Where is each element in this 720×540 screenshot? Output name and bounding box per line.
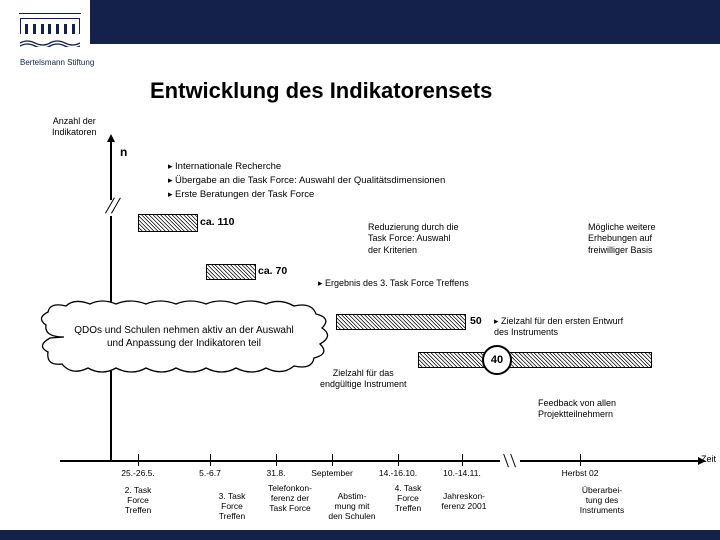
timeline-event: Abstim-mung mitden Schulen bbox=[328, 492, 375, 521]
timeline-tick bbox=[276, 454, 277, 466]
timeline-event: Jahreskon-ferenz 2001 bbox=[442, 492, 487, 512]
bullet-item: Übergabe an die Task Force: Auswahl der … bbox=[168, 174, 445, 188]
timeline-date: 5.-6.7 bbox=[199, 468, 221, 478]
timeline-tick bbox=[210, 454, 211, 466]
circle-40: 40 bbox=[482, 345, 512, 375]
axis-break-icon bbox=[101, 200, 121, 216]
timeline-tick bbox=[398, 454, 399, 466]
bar-70-label: ca. 70 bbox=[258, 265, 287, 277]
timeline-date: 31.8. bbox=[267, 468, 286, 478]
timeline-tick bbox=[580, 454, 581, 466]
note-feedback: Feedback von allenProjektteilnehmern bbox=[538, 398, 616, 420]
timeline-event: Überarbei-tung desInstruments bbox=[580, 486, 624, 515]
axis-break-icon bbox=[500, 452, 520, 470]
note-endgueltig: Zielzahl für dasendgültige Instrument bbox=[320, 368, 407, 390]
n-label: n bbox=[120, 145, 127, 159]
cloud-callout: QDOs und Schulen nehmen aktiv an der Aus… bbox=[34, 300, 334, 374]
timeline-tick bbox=[332, 454, 333, 466]
bar-110-label: ca. 110 bbox=[200, 216, 234, 228]
bar-110 bbox=[138, 214, 198, 232]
bullet-list: Internationale Recherche Übergabe an die… bbox=[168, 160, 445, 201]
x-axis-label: Zeit bbox=[701, 454, 716, 464]
brand-logo: Bertelsmann Stiftung bbox=[20, 18, 84, 67]
timeline-tick bbox=[462, 454, 463, 466]
note-moeglich: Mögliche weitereErhebungen auffreiwillig… bbox=[588, 222, 656, 256]
page-title: Entwicklung des Indikatorensets bbox=[150, 78, 492, 104]
timeline-date: Herbst 02 bbox=[562, 468, 599, 478]
bar-50-label: 50 bbox=[470, 315, 482, 327]
timeline-event: 2. TaskForceTreffen bbox=[125, 486, 152, 515]
timeline-tick bbox=[138, 454, 139, 466]
header-bar bbox=[90, 0, 720, 44]
timeline-date: 25.-26.5. bbox=[121, 468, 155, 478]
timeline-event: Telefonkon-ferenz derTask Force bbox=[268, 484, 312, 513]
footer-bar bbox=[0, 530, 720, 540]
timeline-date: 14.-16.10. bbox=[379, 468, 417, 478]
timeline-event: 3. TaskForceTreffen bbox=[219, 492, 246, 521]
bullet-item: Internationale Recherche bbox=[168, 160, 445, 174]
timeline-date: 10.-14.11. bbox=[443, 468, 481, 478]
timeline-date: September bbox=[311, 468, 353, 478]
bar-70 bbox=[206, 264, 256, 280]
note-ergebnis: Ergebnis des 3. Task Force Treffens bbox=[318, 278, 469, 289]
brand-text: Bertelsmann Stiftung bbox=[20, 58, 84, 67]
note-zielzahl-1: Zielzahl für den ersten Entwurfdes Instr… bbox=[494, 316, 623, 338]
note-reduzierung: Reduzierung durch dieTask Force: Auswahl… bbox=[368, 222, 459, 256]
cloud-text: QDOs und Schulen nehmen aktiv an der Aus… bbox=[74, 324, 294, 350]
bar-50 bbox=[336, 314, 466, 330]
bar-40 bbox=[418, 352, 652, 368]
x-axis bbox=[60, 460, 700, 462]
y-axis-label: Anzahl derIndikatoren bbox=[52, 116, 97, 138]
bullet-item: Erste Beratungen der Task Force bbox=[168, 188, 445, 202]
timeline-event: 4. TaskForceTreffen bbox=[395, 484, 422, 513]
